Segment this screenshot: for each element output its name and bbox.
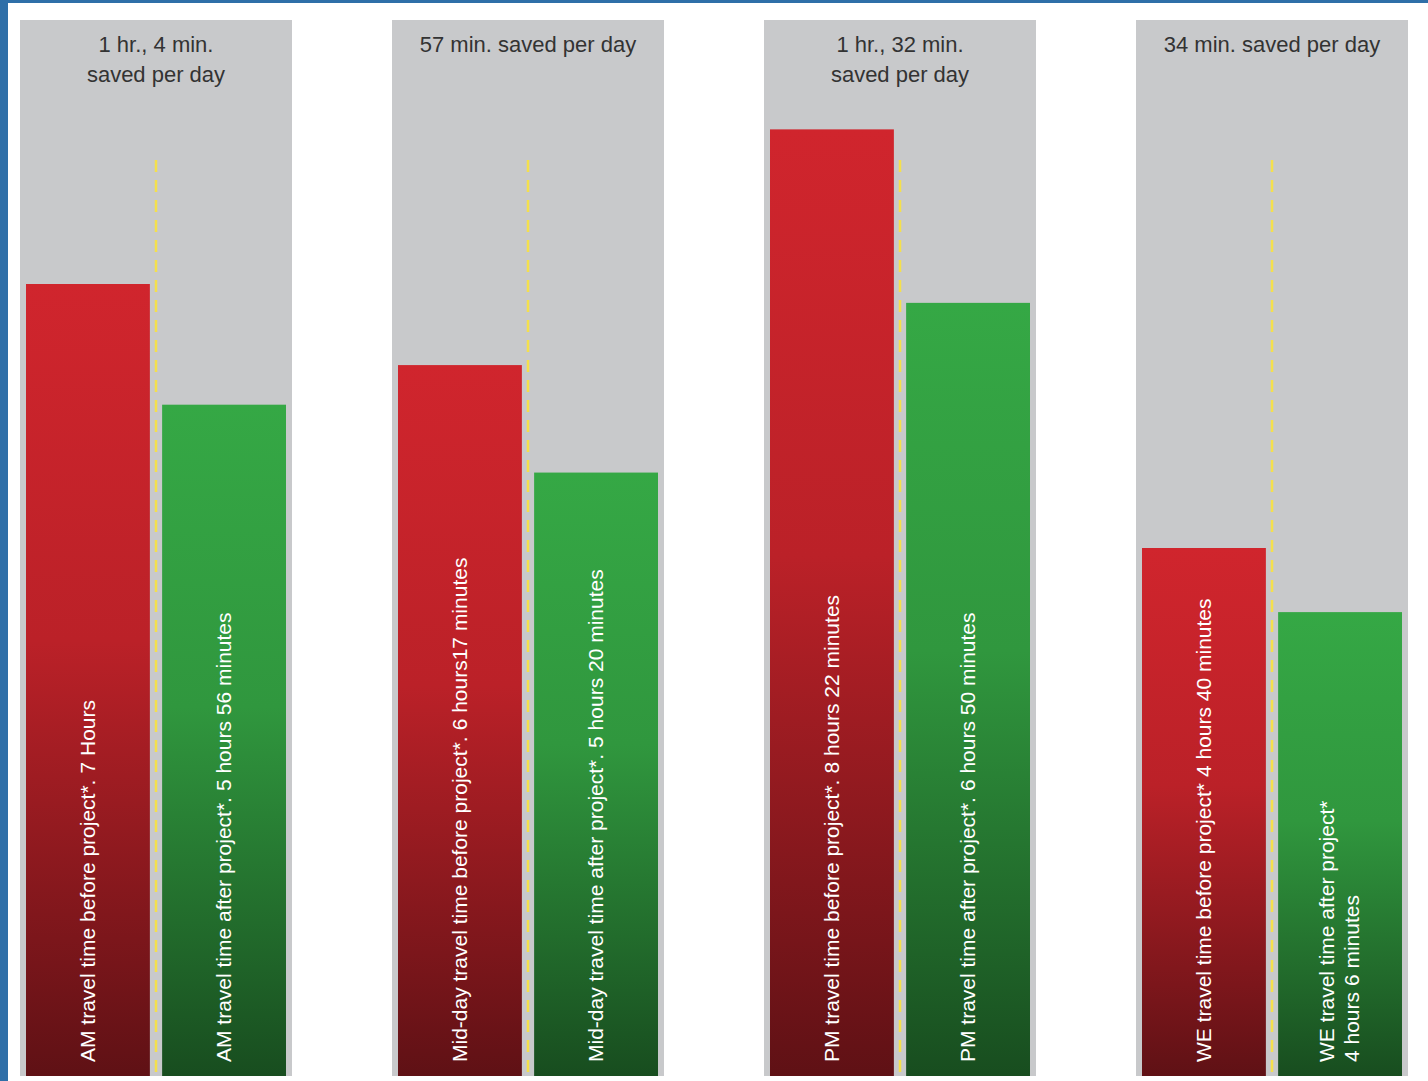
bar	[906, 303, 1030, 1076]
frame-left	[0, 0, 8, 1081]
value-label: 4 hours 6 minutes	[1340, 895, 1363, 1062]
bar-label: Mid-day travel time before project*. 6 ho…	[448, 558, 471, 1062]
panel-title-line: 57 min. saved per day	[420, 32, 636, 57]
bar	[162, 405, 286, 1076]
bar-label-group: Mid-day travel time before project*. 6 ho…	[448, 558, 471, 1062]
bar-label: AM travel time after project*. 5 hours 56…	[212, 612, 235, 1062]
category-label: AM travel time after project*.	[212, 797, 235, 1062]
frame-top	[0, 0, 1428, 3]
panel-background	[392, 20, 664, 1076]
bars	[26, 284, 286, 1076]
bar-label-group: AM travel time before project*. 7 Hours	[76, 700, 99, 1062]
panel: Mid-day travel time before project*. 6 ho…	[392, 20, 664, 1076]
center-line	[527, 160, 530, 1076]
panel-title-line: 1 hr., 32 min.	[836, 32, 963, 57]
value-label: 7 Hours	[76, 700, 99, 774]
panel: AM travel time before project*.7 HoursAM…	[20, 20, 292, 1076]
center-line	[155, 160, 158, 1076]
bar	[770, 129, 894, 1076]
bar-label: WE travel time before project* 4 hours 40…	[1192, 598, 1215, 1062]
panel-background	[1136, 20, 1408, 1076]
center-line	[1271, 160, 1274, 1076]
panel-title-line: 1 hr., 4 min.	[99, 32, 214, 57]
bar	[1278, 612, 1402, 1076]
bar-label: PM travel time after project*. 6 hours 50…	[956, 612, 979, 1062]
bar	[1142, 548, 1266, 1076]
panel: PM travel time before project*. 8 hours 2…	[764, 20, 1036, 1076]
value-label: 8 hours 22 minutes	[820, 595, 843, 774]
panel-title: 1 hr., 4 min. saved per day	[87, 32, 225, 87]
panel-title-line: saved per day	[831, 62, 969, 87]
bars	[398, 365, 658, 1076]
panel-title: 34 min. saved per day	[1164, 32, 1380, 57]
value-label: 5 hours 20 minutes	[584, 569, 607, 748]
value-label: 5 hours 56 minutes	[212, 612, 235, 791]
bar-label: PM travel time before project*. 8 hours 2…	[820, 595, 843, 1062]
bar-label-group: PM travel time after project*. 6 hours 50…	[956, 612, 979, 1062]
category-label: WE travel time before project*	[1192, 783, 1215, 1062]
category-label: Mid-day travel time before project*.	[448, 736, 471, 1062]
bar-label-group: WE travel time before project* 4 hours 40…	[1192, 598, 1215, 1062]
bar	[534, 473, 658, 1076]
bar-labels: PM travel time before project*. 8 hours 2…	[820, 595, 979, 1062]
value-label: 6 hours 50 minutes	[956, 612, 979, 791]
category-label: PM travel time after project*.	[956, 797, 979, 1062]
bar-labels: WE travel time before project* 4 hours 40…	[1192, 598, 1363, 1062]
panel-title-line: saved per day	[87, 62, 225, 87]
bar-label-group: Mid-day travel time after project*. 5 hou…	[584, 569, 607, 1062]
panel: WE travel time before project* 4 hours 40…	[1136, 20, 1408, 1076]
bar-label: WE travel time after project*4 hours 6 m…	[1315, 801, 1363, 1062]
center-line	[899, 160, 902, 1076]
category-label: PM travel time before project*.	[820, 780, 843, 1062]
bars	[1142, 548, 1402, 1076]
bar-label-group: WE travel time after project*4 hours 6 m…	[1315, 801, 1363, 1062]
bar-label-group: AM travel time after project*. 5 hours 56…	[212, 612, 235, 1062]
bar-label-group: PM travel time before project*. 8 hours 2…	[820, 595, 843, 1062]
panel-background	[20, 20, 292, 1076]
bar-labels: Mid-day travel time before project*. 6 ho…	[448, 558, 607, 1062]
chart-canvas: AM travel time before project*.7 HoursAM…	[0, 0, 1428, 1081]
bar-label: Mid-day travel time after project*. 5 hou…	[584, 569, 607, 1062]
panel-title-line: 34 min. saved per day	[1164, 32, 1380, 57]
category-label: WE travel time after project*	[1315, 801, 1338, 1062]
value-label: 6 hours17 minutes	[448, 558, 471, 731]
panel-title: 1 hr., 32 min. saved per day	[831, 32, 969, 87]
bar	[26, 284, 150, 1076]
bar-label: AM travel time before project*. 7 Hours	[76, 700, 99, 1062]
category-label: AM travel time before project*.	[76, 780, 99, 1062]
category-label: Mid-day travel time after project*.	[584, 754, 607, 1062]
bars	[770, 129, 1030, 1076]
panel-background	[764, 20, 1036, 1076]
value-label: 4 hours 40 minutes	[1192, 598, 1215, 777]
panel-title: 57 min. saved per day	[420, 32, 636, 57]
bar-labels: AM travel time before project*.7 HoursAM…	[76, 612, 235, 1062]
bar	[398, 365, 522, 1076]
